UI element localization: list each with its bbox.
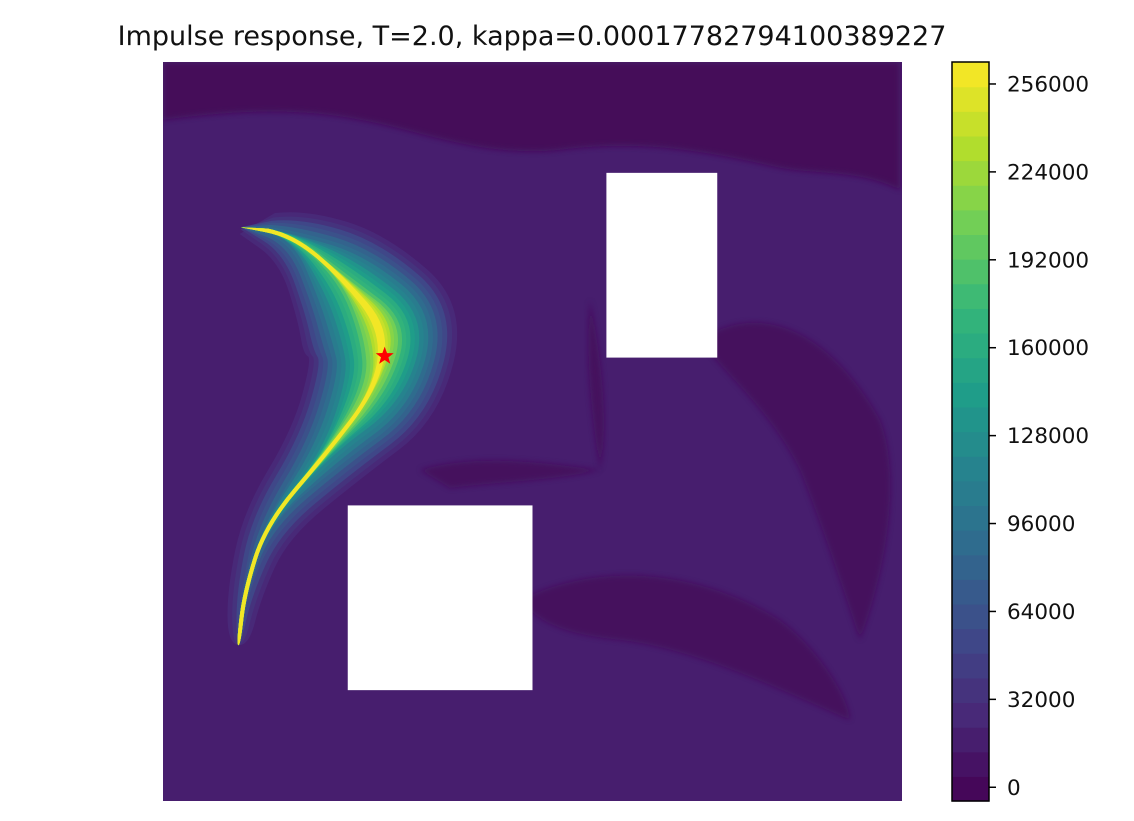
obstacle-layer <box>347 172 718 691</box>
colorbar-band <box>952 456 989 482</box>
colorbar-band <box>952 62 989 88</box>
colorbar-tick-label: 256000 <box>1007 72 1089 97</box>
wake-texture <box>163 62 900 190</box>
colorbar-tick-label: 192000 <box>1007 248 1089 273</box>
chart-title: Impulse response, T=2.0, kappa=0.0001778… <box>118 21 947 52</box>
marker-layer <box>375 346 394 364</box>
colorbar-frame <box>951 61 990 802</box>
colorbar-band <box>952 776 989 802</box>
colorbar-band <box>952 135 989 162</box>
colorbar-band <box>952 185 989 211</box>
colorbar-tick-label: 96000 <box>1007 512 1075 537</box>
colorbar-band <box>952 111 989 137</box>
colorbar-tick-label: 32000 <box>1007 688 1075 713</box>
colorbar-band <box>952 677 989 704</box>
colorbar-band <box>952 480 989 506</box>
colorbar-band <box>952 86 989 112</box>
colorbar-band <box>952 357 989 383</box>
colorbar-band <box>952 259 989 285</box>
colorbar-band <box>952 431 989 457</box>
colorbar-tick-label: 224000 <box>1007 160 1089 185</box>
colorbar: 0 32000 64000 96000 128000 160000 192000 224000… <box>951 61 1089 802</box>
colorbar-band <box>952 332 989 359</box>
colorbar-band <box>952 505 989 531</box>
wake-texture-layer <box>163 62 900 720</box>
wake-texture <box>420 460 600 488</box>
colorbar-tick-label: 0 <box>1007 776 1021 801</box>
colorbar-band <box>952 209 989 236</box>
colorbar-tick-label: 160000 <box>1007 336 1089 361</box>
colorbar-band <box>952 530 989 556</box>
colorbar-band <box>952 234 989 260</box>
colorbar-band <box>952 579 989 605</box>
wake-texture <box>588 300 605 470</box>
colorbar-band <box>952 382 989 408</box>
source-marker <box>375 346 394 364</box>
colorbar-band <box>952 727 989 753</box>
colorbar-band <box>952 603 989 630</box>
plot-area <box>163 62 902 801</box>
lower-left-obstacle <box>347 505 533 691</box>
colorbar-ticks: 0 32000 64000 96000 128000 160000 192000 224000… <box>989 72 1089 801</box>
wake-texture <box>700 322 891 640</box>
colorbar-tick-label: 128000 <box>1007 424 1089 449</box>
plume-contour-level <box>237 227 403 646</box>
colorbar-bands <box>952 62 989 802</box>
wake-texture <box>520 575 850 720</box>
colorbar-band <box>952 751 989 777</box>
colorbar-tick-label: 64000 <box>1007 600 1075 625</box>
upper-right-obstacle <box>606 172 718 358</box>
colorbar-band <box>952 308 989 334</box>
colorbar-band <box>952 160 989 186</box>
colorbar-band <box>952 283 989 309</box>
colorbar-band <box>952 554 989 580</box>
colorbar-band <box>952 653 989 679</box>
colorbar-band <box>952 406 989 433</box>
colorbar-band <box>952 702 989 728</box>
colorbar-band <box>952 628 989 654</box>
plume-layer <box>227 212 458 646</box>
